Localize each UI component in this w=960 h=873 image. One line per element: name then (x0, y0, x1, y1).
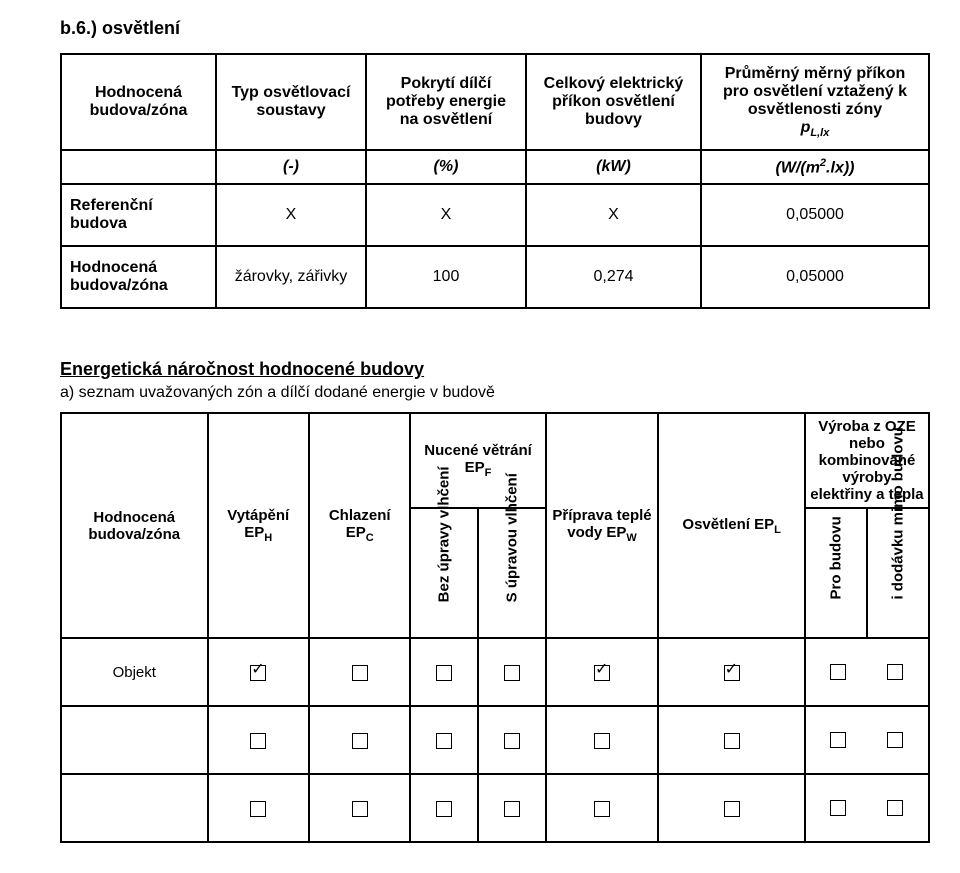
t2-h-su: S úpravou vlhčení (478, 508, 546, 638)
t2-h-bez: Bez úpravy vlhčení (410, 508, 478, 638)
checkbox-icon (504, 801, 520, 817)
t2-cell-oze (805, 774, 929, 842)
checkbox-icon (436, 801, 452, 817)
t1-row0-c2: X (366, 184, 526, 246)
t2-cell-chl (309, 706, 410, 774)
checkbox-icon (830, 732, 846, 748)
checkbox-icon (436, 665, 452, 681)
checkbox-icon (594, 801, 610, 817)
t2-h-col1: Vytápění EPH (208, 413, 309, 638)
t2-cell-vyt (208, 638, 309, 706)
t2-cell-bez (410, 706, 478, 774)
t2-h-oze: Výroba z OZE nebo kombinované výroby ele… (805, 413, 929, 508)
checkbox-icon (436, 733, 452, 749)
checkbox-icon (504, 733, 520, 749)
t1-row0-label: Referenční budova (61, 184, 216, 246)
checkbox-icon (724, 801, 740, 817)
checkbox-icon (250, 733, 266, 749)
lighting-table: Hodnocená budova/zóna Typ osvětlovací so… (60, 53, 930, 309)
checkbox-icon (887, 800, 903, 816)
t1-unit-col1: (-) (216, 150, 366, 184)
checkbox-icon (724, 733, 740, 749)
t1-row-1: Hodnocená budova/zóna žárovky, zářivky 1… (61, 246, 929, 308)
checkbox-icon (250, 801, 266, 817)
t2-cell-su (478, 638, 546, 706)
t2-cell-oze (805, 638, 929, 706)
t2-cell-osv (658, 706, 805, 774)
subheading-a: a) seznam uvažovaných zón a dílčí dodané… (60, 384, 930, 402)
t1-row1-c2: 100 (366, 246, 526, 308)
t2-cell-oze (805, 706, 929, 774)
t2-cell-chl (309, 774, 410, 842)
t2-h-dod: i dodávku mimo budovu (867, 508, 929, 638)
table-row (61, 706, 929, 774)
zones-table: Hodnocená budova/zóna Vytápění EPH Chlaz… (60, 412, 930, 843)
t1-header-col0: Hodnocená budova/zóna (61, 54, 216, 150)
t2-cell-bez (410, 638, 478, 706)
checkbox-icon (887, 664, 903, 680)
t1-unit-col3: (kW) (526, 150, 701, 184)
t2-cell-bez (410, 774, 478, 842)
checkbox-icon (594, 733, 610, 749)
t2-h-col5: Příprava teplé vody EPW (546, 413, 659, 638)
t1-row0-c3: X (526, 184, 701, 246)
t1-units-row: (-) (%) (kW) (W/(m2.lx)) (61, 150, 929, 184)
t2-row-label (61, 706, 208, 774)
t2-cell-vyt (208, 706, 309, 774)
checkbox-icon (352, 733, 368, 749)
t1-unit-col2: (%) (366, 150, 526, 184)
t2-h-col2: Chlazení EPC (309, 413, 410, 638)
t1-unit-blank (61, 150, 216, 184)
t2-cell-tv (546, 706, 659, 774)
checkbox-icon (724, 665, 740, 681)
page: b.6.) osvětlení Hodnocená budova/zóna Ty… (0, 0, 960, 873)
t2-cell-vyt (208, 774, 309, 842)
heading-energy: Energetická náročnost hodnocené budovy (60, 359, 930, 380)
checkbox-icon (352, 801, 368, 817)
checkbox-icon (830, 800, 846, 816)
checkbox-icon (887, 732, 903, 748)
section-title: b.6.) osvětlení (60, 18, 930, 39)
t2-cell-su (478, 774, 546, 842)
checkbox-icon (830, 664, 846, 680)
t1-row1-c4: 0,05000 (701, 246, 929, 308)
t1-header-col1: Typ osvětlovací soustavy (216, 54, 366, 150)
checkbox-icon (250, 665, 266, 681)
checkbox-icon (504, 665, 520, 681)
table-row: Objekt (61, 638, 929, 706)
t2-cell-su (478, 706, 546, 774)
t1-row-0: Referenční budova X X X 0,05000 (61, 184, 929, 246)
t1-header-col3: Celkový elektrický příkon osvětlení budo… (526, 54, 701, 150)
t2-cell-osv (658, 774, 805, 842)
t1-header-col2: Pokrytí dílčí potřeby energie na osvětle… (366, 54, 526, 150)
t1-header-col4: Průměrný měrný příkon pro osvětlení vzta… (701, 54, 929, 150)
table-row (61, 774, 929, 842)
t2-h-nucene: Nucené větrání EPF (410, 413, 545, 508)
t1-header-col4-text: Průměrný měrný příkon pro osvětlení vzta… (723, 65, 907, 118)
t1-header-col4-sym: pL,lx (801, 119, 830, 136)
t1-row1-label: Hodnocená budova/zóna (61, 246, 216, 308)
t2-row-label (61, 774, 208, 842)
t2-h-col0: Hodnocená budova/zóna (61, 413, 208, 638)
t1-row0-c4: 0,05000 (701, 184, 929, 246)
t2-cell-tv (546, 774, 659, 842)
t2-row-label: Objekt (61, 638, 208, 706)
t1-row1-c1: žárovky, zářivky (216, 246, 366, 308)
t2-h-pro: Pro budovu (805, 508, 867, 638)
t2-h-col6: Osvětlení EPL (658, 413, 805, 638)
t2-cell-chl (309, 638, 410, 706)
checkbox-icon (594, 665, 610, 681)
checkbox-icon (352, 665, 368, 681)
t2-cell-tv (546, 638, 659, 706)
t1-row0-c1: X (216, 184, 366, 246)
t1-unit-col4: (W/(m2.lx)) (701, 150, 929, 184)
t2-cell-osv (658, 638, 805, 706)
t1-row1-c3: 0,274 (526, 246, 701, 308)
